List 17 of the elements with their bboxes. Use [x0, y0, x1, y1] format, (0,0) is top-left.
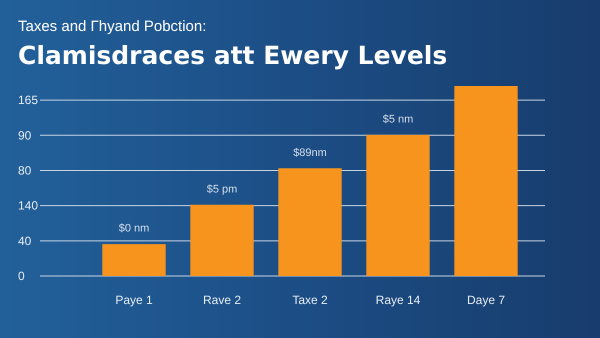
- annotation: $5 pm: [206, 183, 238, 196]
- annotation: $89nm: [293, 146, 327, 159]
- x-tick-label: Taxe 2: [292, 293, 328, 307]
- text: 0: [18, 269, 25, 283]
- chart-title: Taxes and Γhyand Pobction:: [18, 18, 206, 35]
- x-tick-label: Raye 14: [376, 293, 421, 307]
- x-tick-label: Rave 2: [202, 293, 242, 307]
- text: 165: [18, 93, 38, 108]
- text: 140: [18, 198, 38, 213]
- text: 80: [18, 163, 32, 178]
- x-tick-label: Paye 1: [115, 293, 154, 307]
- x-tick-label: Daye 7: [466, 293, 506, 307]
- chart-subtitle: Clamisdraces att Ewery Levels: [18, 41, 448, 70]
- annotation: $5 nm: [382, 113, 414, 126]
- text: 40: [18, 234, 32, 248]
- annotation: $0 nm: [118, 222, 150, 235]
- text: 90: [18, 128, 32, 142]
